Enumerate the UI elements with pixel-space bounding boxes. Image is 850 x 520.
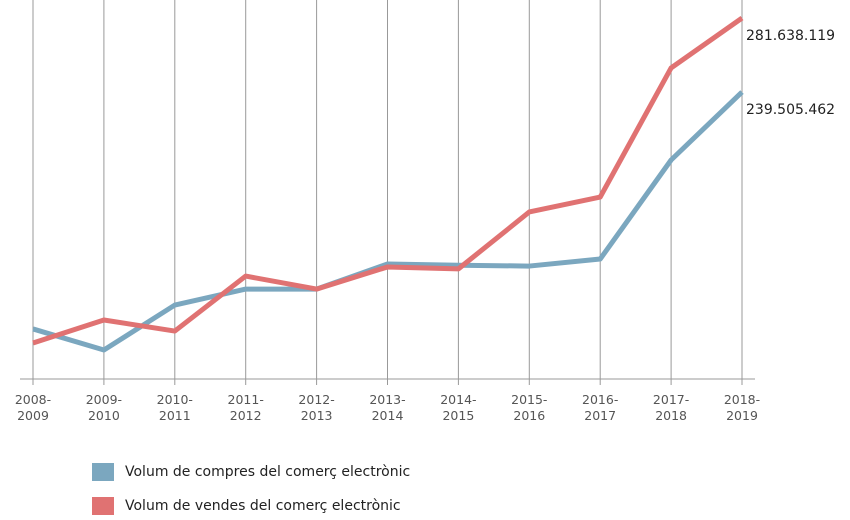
x-tick-label: 2011-2012 xyxy=(227,392,264,423)
legend-label: Volum de compres del comerç electrònic xyxy=(125,464,411,480)
x-tick-label: 2012-2013 xyxy=(298,392,335,423)
x-tick-label: 2017-2018 xyxy=(652,392,690,423)
x-tick-label: 2014-2015 xyxy=(440,392,477,423)
value-label: 239.505.462 xyxy=(746,102,835,118)
line-series xyxy=(32,15,744,346)
x-tick-label: 2008-2009 xyxy=(14,392,52,423)
legend-entry: Volum de compres del comerç electrònic xyxy=(92,463,410,481)
legend-swatch xyxy=(92,463,114,481)
legend-label: Volum de vendes del comerç electrònic xyxy=(125,498,401,514)
legend-entry: Volum de vendes del comerç electrònic xyxy=(92,497,401,515)
x-tick-label: 2013-2014 xyxy=(369,392,406,423)
x-tick-label: 2016-2017 xyxy=(582,392,619,423)
x-tick-label: 2015-2016 xyxy=(511,392,548,423)
value-label: 281.638.119 xyxy=(746,28,835,44)
x-tick-label: 2009-2010 xyxy=(85,392,123,423)
legend-swatch xyxy=(92,497,114,515)
x-tick-label: 2018-2019 xyxy=(723,392,761,423)
line-series xyxy=(32,90,744,353)
x-tick-label: 2010-2011 xyxy=(156,392,193,423)
